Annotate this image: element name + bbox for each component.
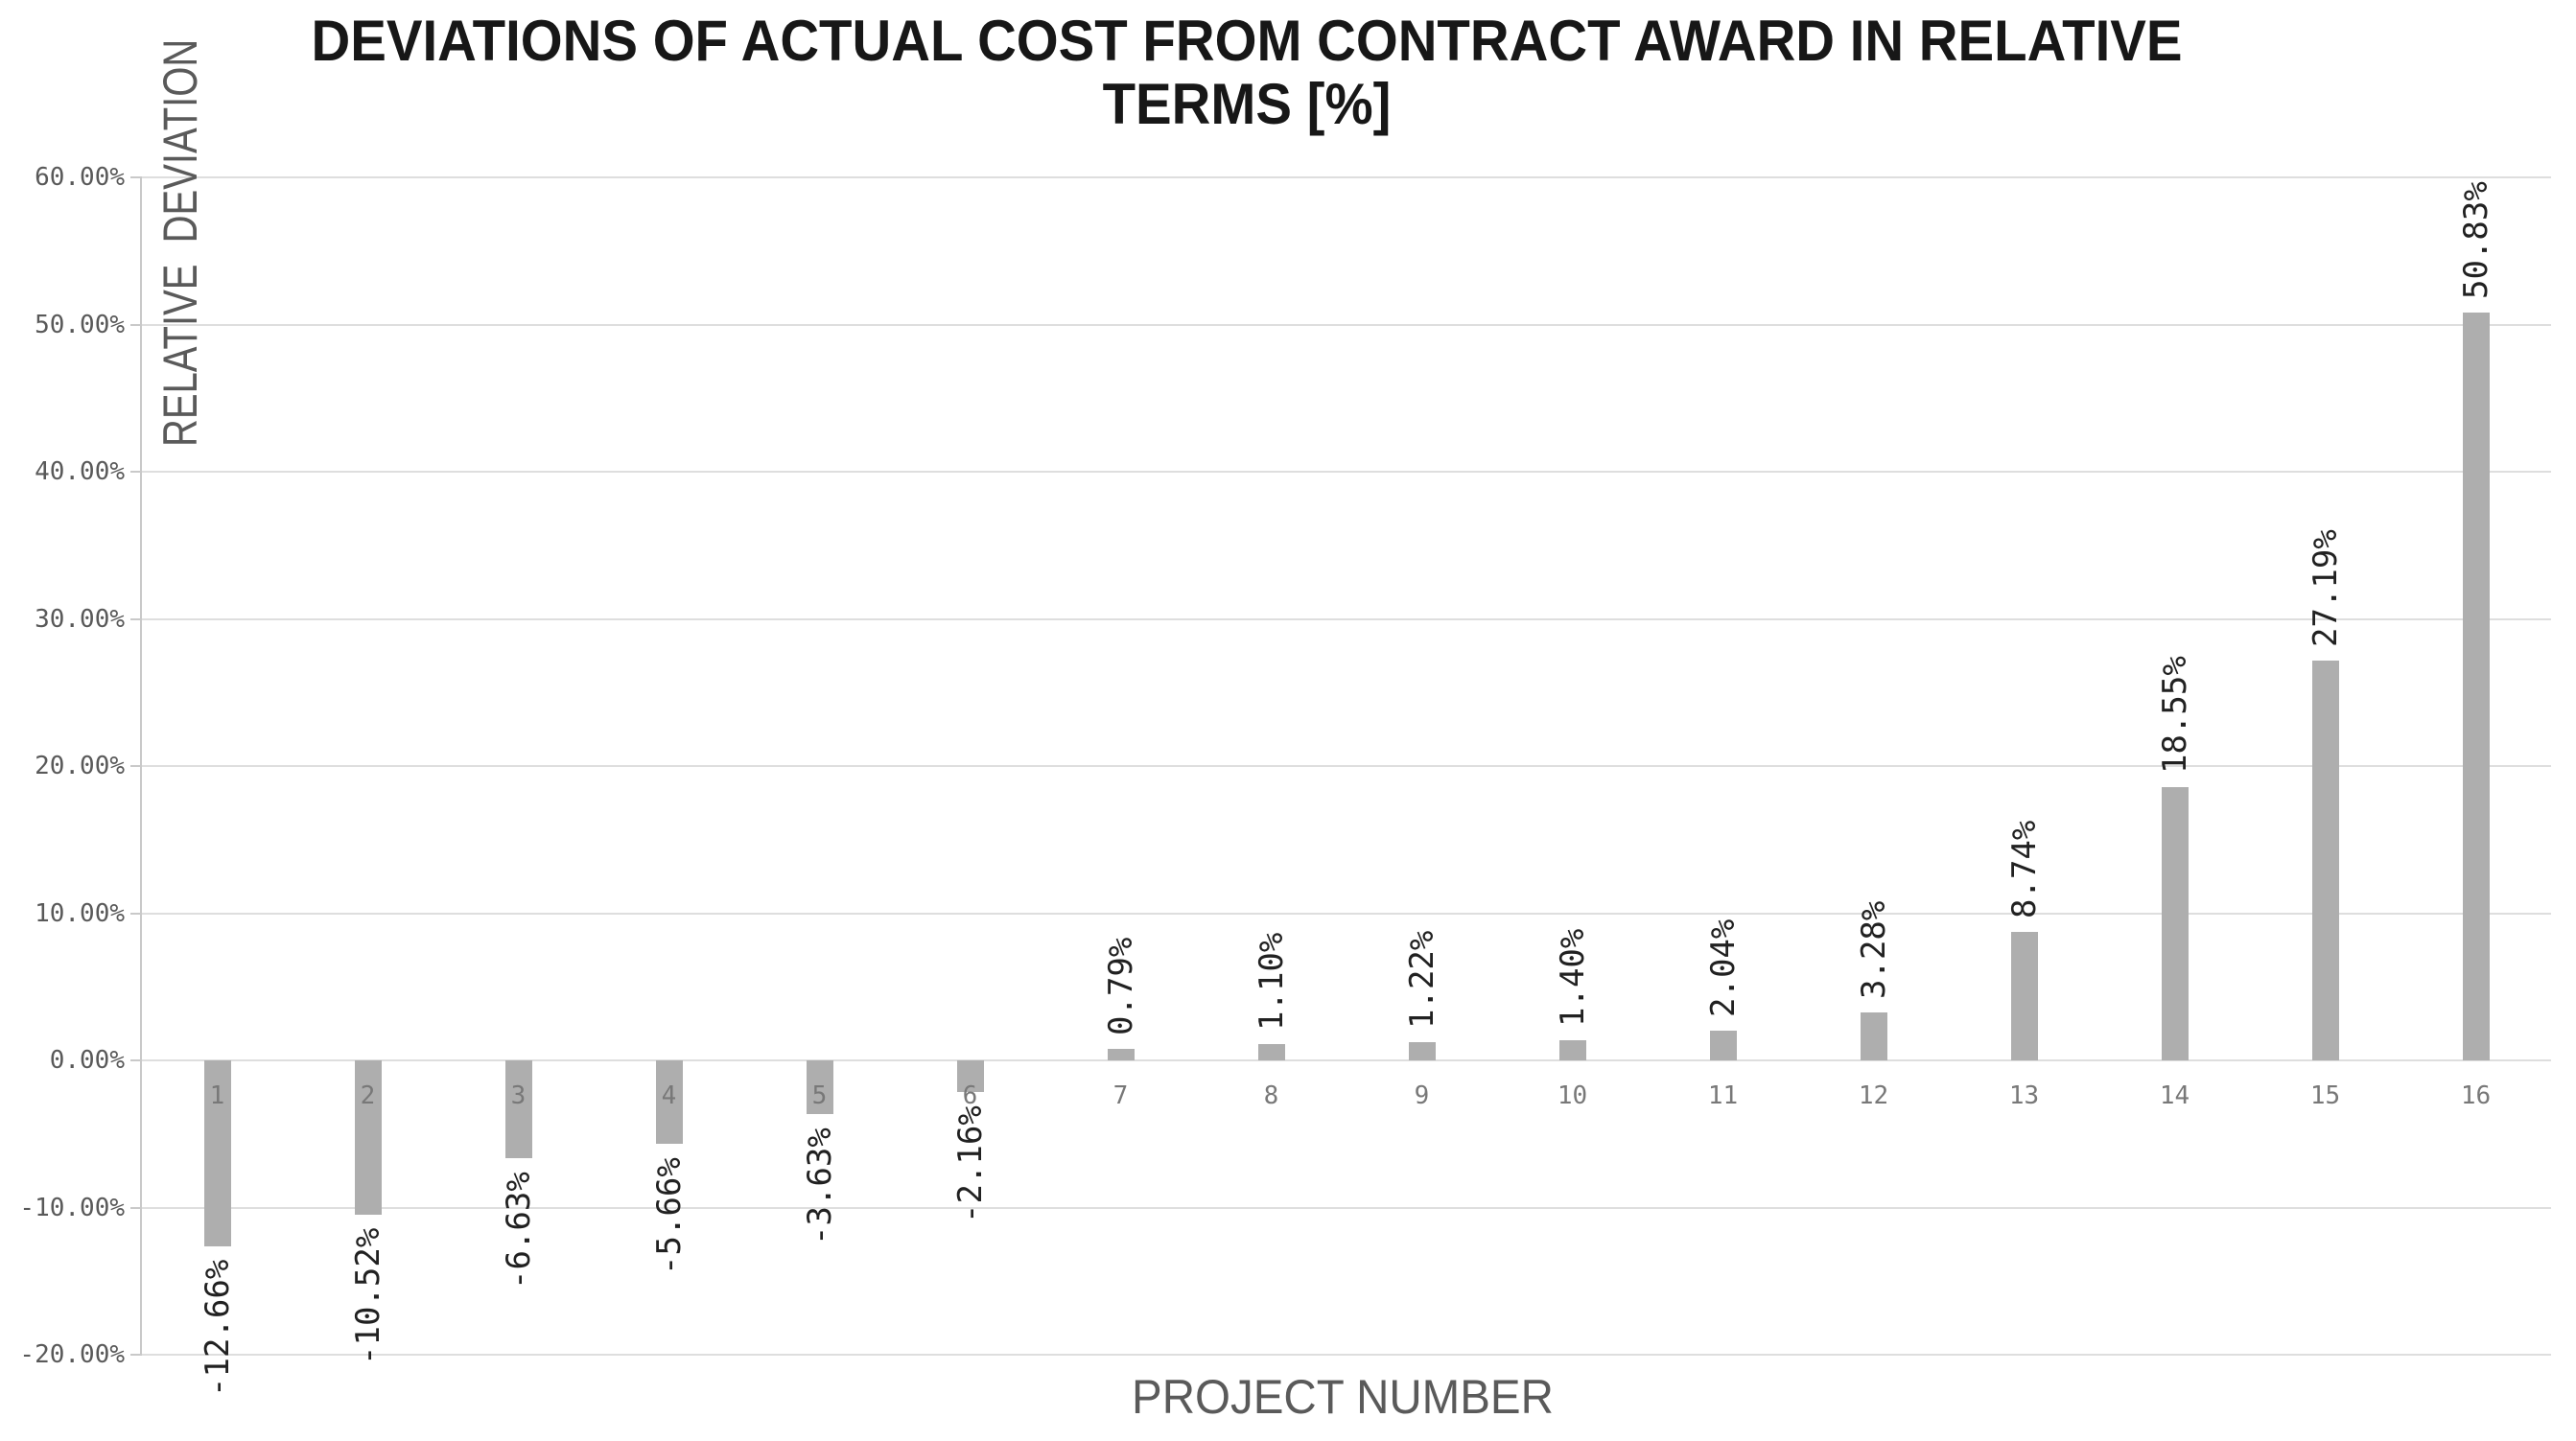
y-tick-label: -20.00%	[19, 1340, 125, 1369]
data-label: -12.66%	[198, 1260, 237, 1398]
y-axis-tick	[130, 617, 142, 620]
data-label: 1.40%	[1553, 928, 1592, 1027]
category-label: 9	[1414, 1081, 1430, 1110]
bar	[504, 1060, 532, 1158]
y-tick-label: 0.00%	[49, 1046, 125, 1075]
y-tick-label: -10.00%	[19, 1193, 125, 1222]
category-label: 15	[2309, 1081, 2341, 1110]
bar	[1860, 1011, 1887, 1060]
y-axis-line	[140, 177, 142, 1355]
y-axis-tick	[130, 1206, 142, 1209]
bar	[655, 1060, 683, 1144]
category-label: 8	[1263, 1081, 1279, 1110]
category-label: 6	[962, 1081, 978, 1110]
y-axis-tick	[130, 176, 142, 178]
y-tick-label: 10.00%	[35, 898, 125, 928]
bar	[1558, 1039, 1586, 1060]
data-label: -6.63%	[499, 1171, 538, 1290]
bar	[1107, 1048, 1135, 1060]
y-tick-label: 40.00%	[35, 457, 125, 486]
data-label: 27.19%	[2306, 528, 2345, 647]
category-label: 5	[811, 1081, 828, 1110]
data-label: 8.74%	[2004, 820, 2044, 918]
bar	[1709, 1030, 1737, 1060]
gridline	[142, 1206, 2551, 1209]
gridline	[142, 176, 2551, 178]
gridline	[142, 617, 2551, 620]
data-label: -3.63%	[800, 1127, 839, 1245]
category-label: 4	[661, 1081, 677, 1110]
data-label: -10.52%	[348, 1228, 387, 1366]
y-axis-tick	[130, 471, 142, 473]
chart-title-line2: TERMS [%]	[1102, 72, 1392, 136]
chart-title: DEVIATIONS OF ACTUAL COST FROM CONTRACT …	[75, 10, 2419, 136]
bar	[2311, 660, 2339, 1060]
category-label: 12	[1858, 1081, 1889, 1110]
data-label: 0.79%	[1101, 937, 1140, 1035]
category-label: 10	[1557, 1081, 1588, 1110]
gridline	[142, 471, 2551, 473]
bar	[2010, 931, 2038, 1060]
bar	[956, 1060, 984, 1093]
data-label: 3.28%	[1854, 900, 1893, 999]
data-label: 2.04%	[1703, 918, 1743, 1017]
bar	[2161, 787, 2189, 1060]
category-label: 1	[209, 1081, 225, 1110]
bar	[203, 1060, 231, 1247]
bar	[806, 1060, 833, 1114]
category-label: 14	[2159, 1081, 2190, 1110]
y-axis-tick	[130, 912, 142, 915]
data-label: -5.66%	[649, 1157, 689, 1275]
y-tick-label: 20.00%	[35, 752, 125, 780]
gridline	[142, 1354, 2551, 1356]
y-tick-label: 30.00%	[35, 604, 125, 634]
y-axis-tick	[130, 1354, 142, 1356]
x-axis-title: PROJECT NUMBER	[1132, 1370, 1554, 1424]
gridline	[142, 1059, 2551, 1061]
gridline	[142, 323, 2551, 326]
bar	[1408, 1042, 1436, 1060]
gridline	[142, 912, 2551, 915]
data-label: 1.10%	[1252, 932, 1291, 1032]
gridline	[142, 765, 2551, 767]
data-label: 1.22%	[1402, 930, 1441, 1030]
y-tick-label: 60.00%	[35, 163, 125, 192]
data-label: 18.55%	[2155, 656, 2194, 775]
category-label: 3	[510, 1081, 527, 1110]
y-axis-title: RELATIVE DEVIATION	[153, 38, 207, 447]
bar	[354, 1060, 382, 1216]
category-label: 7	[1112, 1081, 1129, 1110]
y-axis-tick	[130, 323, 142, 326]
bar	[2462, 312, 2490, 1060]
category-label: 13	[2008, 1081, 2040, 1110]
data-label: 50.83%	[2456, 180, 2495, 299]
y-axis-tick	[130, 1059, 142, 1061]
category-label: 11	[1707, 1081, 1739, 1110]
category-label: 16	[2460, 1081, 2492, 1110]
category-label: 2	[360, 1081, 376, 1110]
data-label: -2.16%	[950, 1105, 990, 1224]
chart-title-line1: DEVIATIONS OF ACTUAL COST FROM CONTRACT …	[311, 9, 2183, 73]
y-axis-tick	[130, 765, 142, 767]
y-tick-label: 50.00%	[35, 310, 125, 339]
bar	[1257, 1044, 1285, 1060]
